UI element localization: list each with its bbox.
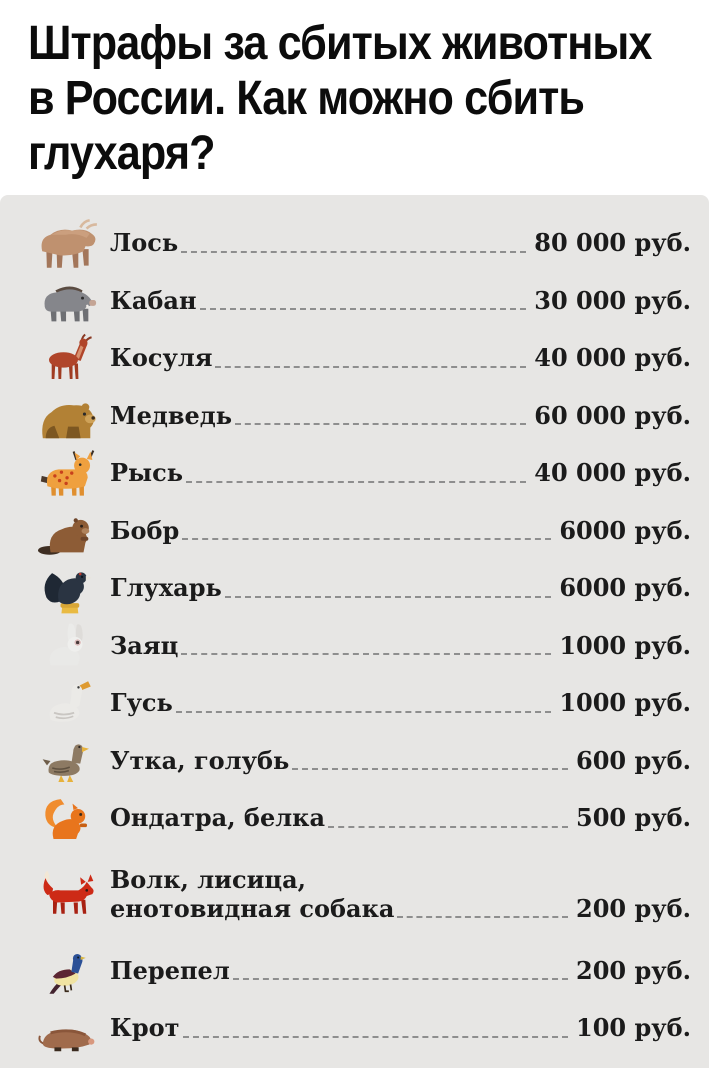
- animal-name: Кабан: [110, 285, 197, 315]
- fine-amount: 200 руб.: [576, 894, 691, 923]
- dotted-leader: [182, 1035, 569, 1038]
- boar-icon: [26, 274, 110, 328]
- dotted-leader: [175, 710, 552, 713]
- table-row: Рысь 40 000 руб.: [26, 445, 691, 503]
- animal-name: Утка, голубь: [110, 745, 290, 775]
- lynx-icon: [26, 447, 110, 501]
- dotted-leader: [397, 916, 569, 919]
- animal-name: Косуля: [110, 343, 213, 373]
- animal-name: Глухарь: [110, 573, 222, 603]
- dotted-leader: [181, 250, 527, 253]
- dotted-leader: [224, 595, 552, 598]
- hare-icon: [26, 618, 110, 674]
- quail-icon: [26, 943, 110, 999]
- animal-name: Бобр: [110, 515, 180, 545]
- page-title: Штрафы за сбитых животных в России. Как …: [0, 0, 709, 181]
- moose-icon: [26, 216, 110, 272]
- table-row: Лось 80 000 руб.: [26, 215, 691, 273]
- animal-name: Заяц: [110, 630, 179, 660]
- title-line-2: в России. Как можно сбить: [28, 72, 585, 125]
- table-row: Ондатра, белка 500 руб.: [26, 790, 691, 848]
- fine-amount: 6000 руб.: [559, 515, 691, 545]
- animal-name: Лось: [110, 228, 179, 258]
- animal-name: Медведь: [110, 400, 233, 430]
- table-row: Бобр 6000 руб.: [26, 503, 691, 561]
- dotted-leader: [232, 978, 569, 981]
- fine-amount: 40 000 руб.: [534, 343, 691, 373]
- animal-name-line2: енотовидная собака: [110, 894, 395, 923]
- fine-amount: 200 руб.: [576, 955, 691, 985]
- table-row: Заяц 1000 руб.: [26, 618, 691, 676]
- roe-deer-icon: [26, 331, 110, 387]
- table-row: Гусь 1000 руб.: [26, 675, 691, 733]
- animal-name: Перепел: [110, 955, 230, 985]
- dotted-leader: [328, 825, 569, 828]
- table-row: Кабан 30 000 руб.: [26, 273, 691, 331]
- animal-name-line1: Волк, лисица,: [110, 865, 307, 895]
- fine-amount: 600 руб.: [576, 745, 691, 775]
- table-row: Волк, лисица, енотовидная собака 200 руб…: [26, 848, 691, 943]
- fine-amount: 1000 руб.: [559, 688, 691, 718]
- capercaillie-icon: [26, 561, 110, 617]
- table-row: Крот 100 руб.: [26, 1000, 691, 1058]
- fine-amount: 1000 руб.: [559, 630, 691, 660]
- fine-amount: 6000 руб.: [559, 573, 691, 603]
- dotted-leader: [186, 480, 527, 483]
- fines-panel: Лось 80 000 руб. Кабан 30 000 руб.: [0, 195, 709, 1068]
- table-row: Медведь 60 000 руб.: [26, 388, 691, 446]
- fine-amount: 500 руб.: [576, 803, 691, 833]
- animal-name: Гусь: [110, 688, 173, 718]
- goose-icon: [26, 676, 110, 732]
- dotted-leader: [182, 538, 552, 541]
- dotted-leader: [235, 423, 527, 426]
- dotted-leader: [181, 653, 552, 656]
- fine-amount: 100 руб.: [576, 1013, 691, 1043]
- squirrel-icon: [26, 791, 110, 847]
- duck-icon: [26, 733, 110, 789]
- animal-name: Ондатра, белка: [110, 803, 326, 833]
- fine-amount: 40 000 руб.: [534, 458, 691, 488]
- dotted-leader: [215, 365, 527, 368]
- fine-amount: 60 000 руб.: [534, 400, 691, 430]
- title-line-1: Штрафы за сбитых животных: [28, 17, 652, 70]
- bear-icon: [26, 389, 110, 443]
- animal-name: Рысь: [110, 458, 184, 488]
- table-row: Утка, голубь 600 руб.: [26, 733, 691, 791]
- fine-amount: 80 000 руб.: [534, 228, 691, 258]
- title-line-3: глухаря?: [28, 127, 216, 180]
- beaver-icon: [26, 504, 110, 558]
- table-row: Косуля 40 000 руб.: [26, 330, 691, 388]
- fox-icon: [26, 867, 110, 923]
- dotted-leader: [199, 308, 527, 311]
- dotted-leader: [292, 768, 569, 771]
- mole-icon: [26, 1004, 110, 1054]
- table-row: Глухарь 6000 руб.: [26, 560, 691, 618]
- animal-name: Крот: [110, 1013, 180, 1043]
- table-row: Перепел 200 руб.: [26, 943, 691, 1001]
- fine-amount: 30 000 руб.: [534, 285, 691, 315]
